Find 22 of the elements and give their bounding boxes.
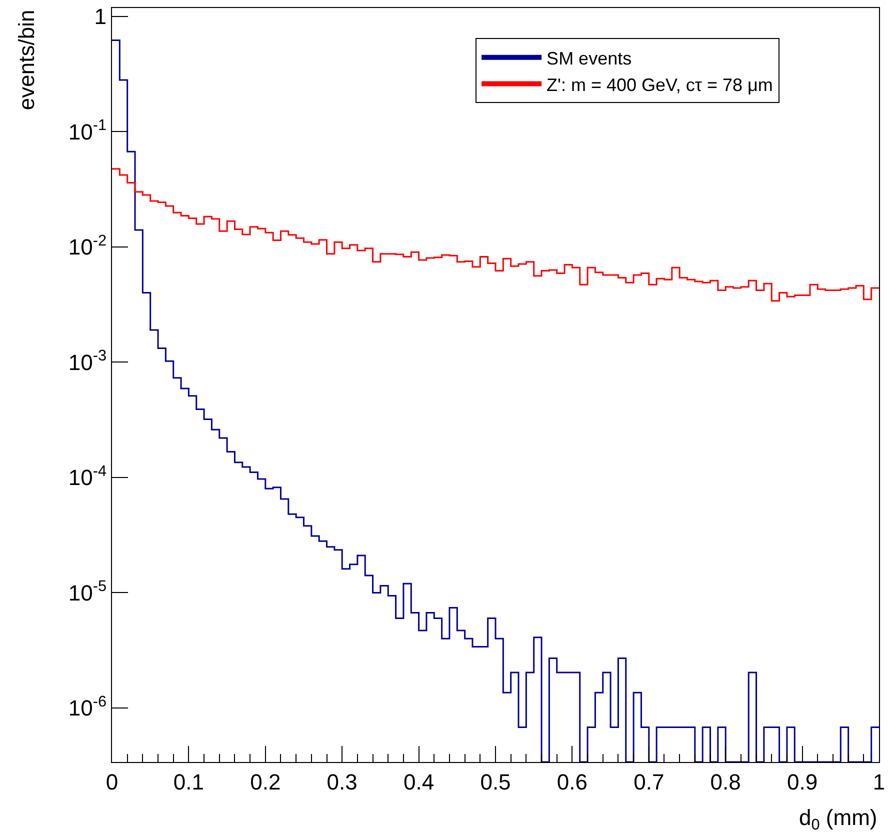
x-tick-label: 0.2: [250, 770, 281, 794]
x-tick-label: 0.8: [710, 770, 741, 794]
legend-label: SM events: [546, 48, 632, 68]
x-tick-label: 0.1: [173, 770, 204, 794]
y-tick-label: 10$^{-5}$: [68, 578, 106, 606]
y-tick-label: 10$^{-1}$: [68, 117, 106, 144]
legend-label: Z': m = 400 GeV, cτ = 78 μm: [546, 74, 773, 95]
y-tick-label: 1: [94, 4, 106, 29]
x-tick-label: 0.5: [480, 770, 511, 794]
y-tick-label: 10$^{-2}$: [68, 232, 106, 260]
y-axis-title: events/bin: [14, 10, 40, 110]
x-tick-label: 0.6: [556, 770, 588, 794]
x-tick-label: 0.4: [404, 770, 434, 794]
y-tick-label: 10$^{-6}$: [68, 693, 106, 721]
y-tick-label: 10$^{-4}$: [68, 462, 107, 490]
x-tick-label: 0.9: [787, 770, 818, 794]
x-tick-label: 0.3: [326, 770, 358, 794]
x-tick-label: 0.7: [634, 770, 664, 794]
y-tick-label: 10$^{-3}$: [68, 348, 106, 375]
x-axis-title: d$_{0}$ (mm): [799, 805, 878, 833]
x-tick-label: 0: [106, 770, 118, 794]
x-tick-label: 1: [872, 770, 886, 794]
